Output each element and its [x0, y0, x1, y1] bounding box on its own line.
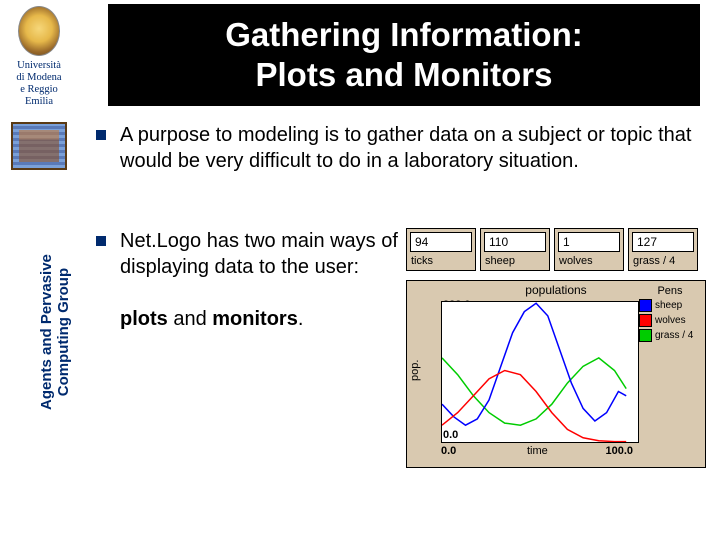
legend-title: Pens: [639, 285, 701, 297]
monitor-value: 127: [632, 232, 694, 252]
group-logo-icon: [11, 122, 67, 170]
monitors-word: monitors: [212, 308, 298, 330]
plot-legend: Pens sheep wolves grass / 4: [639, 285, 701, 344]
legend-label: grass / 4: [655, 330, 693, 341]
legend-swatch-icon: [639, 299, 652, 312]
monitor-ticks: 94 ticks: [406, 228, 476, 271]
monitors-row: 94 ticks 110 sheep 1 wolves 127 grass / …: [406, 228, 698, 271]
university-crest-icon: [18, 6, 60, 56]
title-line1: Gathering Information:: [225, 16, 583, 53]
vertical-line2: Computing Group: [55, 254, 72, 410]
square-bullet-icon: [96, 236, 106, 246]
square-bullet-icon: [96, 130, 106, 140]
plot-xmin: 0.0: [441, 445, 456, 457]
legend-label: wolves: [655, 315, 686, 326]
monitor-label: ticks: [407, 255, 475, 270]
uni-line3: e Reggio: [20, 84, 58, 95]
monitor-label: sheep: [481, 255, 549, 270]
monitor-wolves: 1 wolves: [554, 228, 624, 271]
legend-item-sheep: sheep: [639, 299, 701, 312]
university-name: Università di Modena e Reggio Emilia: [0, 60, 78, 108]
plot-xmax: 100.0: [605, 445, 633, 457]
plots-word: plots: [120, 308, 168, 330]
slide-title: Gathering Information: Plots and Monitor…: [225, 15, 583, 94]
plot-svg: [442, 302, 638, 442]
uni-line4: Emilia: [25, 96, 53, 107]
group-name-vertical: Agents and Pervasive Computing Group: [38, 254, 73, 410]
plot-ylabel: pop.: [409, 360, 421, 381]
monitor-value: 110: [484, 232, 546, 252]
monitor-grass: 127 grass / 4: [628, 228, 698, 271]
legend-item-grass: grass / 4: [639, 329, 701, 342]
bullet-2-part1: Net.Logo has two main ways of displaying…: [120, 230, 398, 278]
uni-line1: Università: [17, 60, 61, 71]
title-band: Gathering Information: Plots and Monitor…: [108, 4, 700, 106]
legend-item-wolves: wolves: [639, 314, 701, 327]
monitor-value: 94: [410, 232, 472, 252]
legend-swatch-icon: [639, 329, 652, 342]
vertical-line1: Agents and Pervasive: [38, 254, 55, 410]
bullet-1-text: A purpose to modeling is to gather data …: [120, 122, 706, 174]
monitor-label: wolves: [555, 255, 623, 270]
plot-ymin: 0.0: [443, 429, 458, 441]
sidebar: Università di Modena e Reggio Emilia Age…: [0, 0, 78, 540]
period: .: [298, 308, 304, 330]
bullet-2-text: Net.Logo has two main ways of displaying…: [120, 228, 420, 332]
plot-xlabel: time: [527, 445, 548, 457]
bullet-1: A purpose to modeling is to gather data …: [96, 122, 706, 174]
plot-canvas: [441, 301, 639, 443]
uni-line2: di Modena: [16, 72, 61, 83]
monitor-sheep: 110 sheep: [480, 228, 550, 271]
content-area: A purpose to modeling is to gather data …: [96, 122, 706, 192]
and-word: and: [168, 308, 212, 330]
monitor-label: grass / 4: [629, 255, 697, 270]
legend-label: sheep: [655, 300, 682, 311]
monitor-value: 1: [558, 232, 620, 252]
legend-swatch-icon: [639, 314, 652, 327]
title-line2: Plots and Monitors: [256, 56, 553, 93]
plot-populations: populations 333.0 pop. 0.0 0.0 time 100.…: [406, 280, 706, 468]
